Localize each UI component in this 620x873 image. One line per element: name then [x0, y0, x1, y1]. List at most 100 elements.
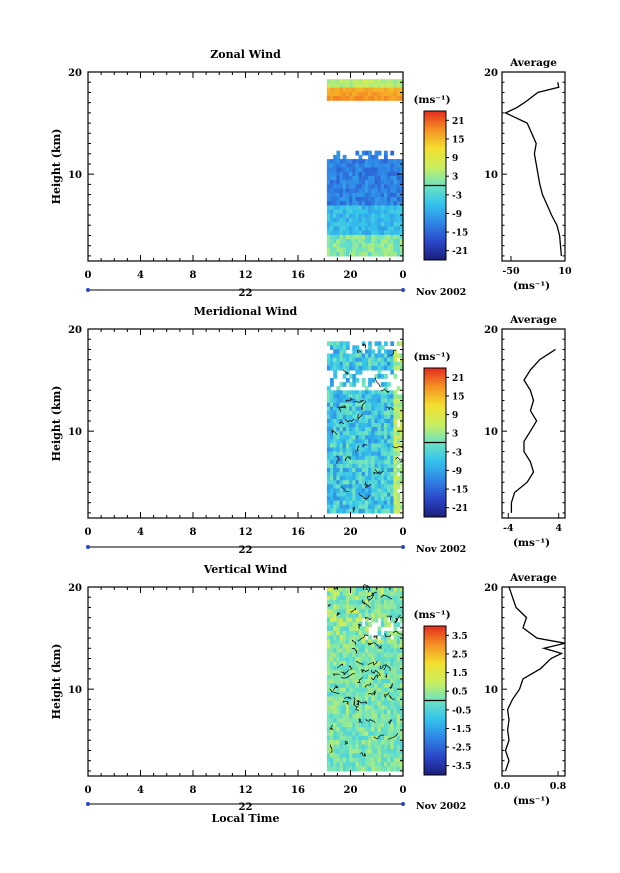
heatmap-cell	[358, 365, 363, 371]
contour-line	[389, 349, 397, 356]
heatmap-cell	[358, 595, 363, 601]
heatmap-cell	[358, 657, 363, 663]
heatmap-cell	[345, 488, 350, 494]
heatmap-cell	[399, 674, 404, 680]
heatmap-cell	[342, 714, 347, 719]
heatmap-cell	[399, 91, 404, 97]
heatmap-cell	[326, 744, 331, 750]
heatmap-cell	[393, 205, 398, 211]
heatmap-cell	[345, 209, 350, 215]
heatmap-cell	[326, 762, 331, 768]
heatmap-cell	[399, 353, 404, 359]
heatmap-cell	[371, 163, 376, 169]
heatmap-cell	[333, 643, 337, 649]
heatmap-cell	[342, 508, 347, 514]
heatmap-cell	[355, 467, 360, 473]
heatmap-cell	[384, 652, 388, 658]
heatmap-cell	[333, 455, 337, 461]
heatmap-cell	[345, 345, 350, 350]
heatmap-cell	[377, 459, 382, 465]
heatmap-cell	[387, 455, 391, 461]
heatmap-cell	[384, 192, 388, 198]
contour-line	[333, 586, 339, 591]
heatmap-cell	[358, 718, 363, 724]
heatmap-cell	[374, 87, 379, 93]
heatmap-cell	[399, 163, 404, 169]
heatmap-cell	[368, 488, 372, 494]
heatmap-cell	[352, 683, 357, 689]
heatmap-cell	[333, 687, 337, 693]
heatmap-cell	[399, 714, 404, 719]
heatmap-cell	[364, 692, 369, 698]
heatmap-cell	[399, 740, 404, 746]
heatmap-cell	[361, 657, 366, 663]
heatmap-cell	[349, 451, 353, 457]
heatmap-cell	[333, 251, 337, 257]
heatmap-cell	[349, 201, 353, 206]
heatmap-cell	[330, 378, 334, 383]
heatmap-cell	[352, 749, 357, 754]
heatmap-cell	[326, 727, 331, 733]
heatmap-cell	[326, 394, 331, 400]
heatmap-cell	[396, 665, 401, 671]
heatmap-cell	[396, 753, 401, 759]
heatmap-cell	[387, 700, 391, 706]
heatmap-cell	[345, 749, 350, 754]
heatmap-cell	[358, 154, 363, 160]
heatmap-cell	[384, 683, 388, 689]
heatmap-cell	[352, 670, 357, 676]
heatmap-cell	[339, 459, 344, 465]
heatmap-cell	[352, 87, 357, 93]
heatmap-cell	[387, 431, 391, 436]
heatmap-cell	[326, 674, 331, 680]
heatmap-cell	[371, 652, 376, 658]
heatmap-cell	[393, 687, 398, 693]
heatmap-cell	[355, 622, 360, 627]
heatmap-cell	[380, 692, 385, 698]
heatmap-cell	[355, 740, 360, 746]
heatmap-cell	[355, 484, 360, 489]
heatmap-cell	[384, 705, 388, 711]
heatmap-cell	[368, 201, 372, 206]
heatmap-cell	[358, 197, 363, 202]
heatmap-cell	[326, 626, 331, 632]
heatmap-cell	[345, 218, 350, 223]
heatmap-cell	[390, 251, 395, 257]
heatmap-cell	[380, 731, 385, 737]
heatmap-cell	[355, 472, 360, 477]
heatmap-cell	[358, 722, 363, 728]
heatmap-cell	[339, 735, 344, 741]
heatmap-cell	[361, 398, 366, 404]
heatmap-cell	[349, 484, 353, 489]
heatmap-cell	[377, 630, 382, 636]
heatmap-cell	[371, 167, 376, 173]
heatmap-cell	[377, 727, 382, 733]
heatmap-cell	[393, 163, 398, 169]
heatmap-cell	[371, 674, 376, 680]
heatmap-cell	[371, 661, 376, 667]
heatmap-cell	[387, 357, 391, 363]
heatmap-cell	[355, 500, 360, 506]
heatmap-cell	[326, 604, 331, 610]
heatmap-cell	[390, 735, 395, 741]
heatmap-cell	[336, 386, 341, 391]
heatmap-cell	[396, 431, 401, 436]
heatmap-cell	[349, 630, 353, 636]
heatmap-cell	[371, 463, 376, 469]
heatmap-cell	[377, 709, 382, 715]
heatmap-cell	[333, 709, 337, 715]
heatmap-cell	[333, 91, 337, 97]
heatmap-cell	[399, 657, 404, 663]
heatmap-cell	[368, 643, 372, 649]
heatmap-cell	[358, 467, 363, 473]
heatmap-cell	[355, 365, 360, 371]
heatmap-cell	[326, 159, 331, 164]
heatmap-cell	[342, 394, 347, 400]
heatmap-cell	[336, 731, 341, 737]
heatmap-cell	[377, 163, 382, 169]
heatmap-cell	[339, 435, 344, 440]
heatmap-cell	[349, 431, 353, 436]
heatmap-cell	[330, 184, 334, 190]
heatmap-cell	[326, 657, 331, 663]
heatmap-cell	[377, 718, 382, 724]
